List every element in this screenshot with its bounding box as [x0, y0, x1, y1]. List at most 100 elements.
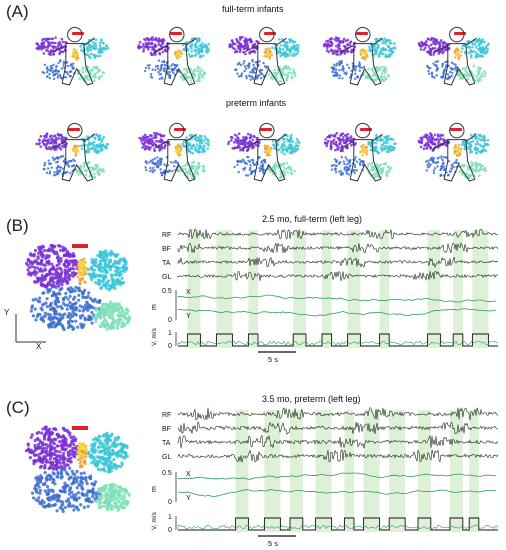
- point-cluster: [365, 161, 393, 179]
- position-axis-label: m: [151, 304, 158, 310]
- movement-band: [293, 230, 306, 348]
- velocity-trace: [178, 517, 498, 531]
- point-cluster: [424, 155, 460, 178]
- point-cluster: [368, 37, 397, 59]
- emg-channel-label: GL: [162, 274, 171, 281]
- point-cluster: [271, 133, 301, 156]
- full-term-infant-clouds: [35, 26, 490, 86]
- trace-label: Y: [186, 495, 191, 502]
- position-trace: [177, 294, 497, 303]
- tick-label: 0: [168, 499, 172, 506]
- trace-label: X: [186, 289, 191, 296]
- movement-band: [453, 230, 463, 348]
- movement-band: [347, 230, 361, 348]
- emg-channel-label: GL: [162, 454, 171, 461]
- point-cluster: [86, 431, 129, 474]
- emg-channel-label: TA: [162, 260, 171, 267]
- head-marker: [260, 128, 272, 131]
- emg-channel-label: RF: [162, 412, 171, 419]
- movement-band: [216, 230, 233, 348]
- axis-x-label: X: [36, 342, 42, 351]
- movement-band: [363, 410, 380, 532]
- point-cluster: [79, 133, 109, 155]
- movement-band: [344, 410, 354, 532]
- movement-band: [248, 230, 258, 348]
- emg-channel-label: BF: [162, 246, 171, 253]
- movement-band: [264, 410, 281, 532]
- point-cluster: [86, 249, 129, 292]
- infant-outline: [339, 122, 383, 182]
- movement-band: [315, 410, 332, 532]
- movement-band: [290, 410, 303, 532]
- head-marker: [450, 128, 462, 131]
- panel-b-traces: RF BF TA GL m 0.5 0 X Y V, m/s 1 0 5 s: [151, 228, 499, 364]
- point-cluster: [144, 156, 180, 177]
- infant-outline: [153, 26, 197, 86]
- tick-label: 0: [168, 343, 172, 350]
- point-cluster: [181, 36, 210, 59]
- panel-c-limb-cloud: [24, 425, 131, 514]
- head-marker: [72, 426, 88, 430]
- scalebar-label: 5 s: [268, 539, 278, 548]
- point-cluster: [360, 50, 369, 57]
- tick-label: 0: [168, 527, 172, 534]
- point-cluster: [178, 65, 207, 83]
- infant-outline: [153, 122, 197, 182]
- point-cluster: [94, 482, 131, 512]
- point-cluster: [175, 50, 182, 58]
- head-marker: [356, 32, 368, 35]
- point-cluster: [24, 425, 80, 472]
- panel-a-label: (A): [6, 2, 29, 21]
- emg-trace: [177, 256, 499, 268]
- infant-outline: [243, 26, 287, 86]
- position-trace: [177, 489, 497, 498]
- movement-band: [379, 230, 390, 348]
- emg-trace: [177, 448, 499, 463]
- head-marker: [264, 32, 276, 35]
- position-trace: [177, 472, 497, 480]
- point-cluster: [455, 146, 462, 154]
- movement-band: [427, 230, 441, 348]
- point-cluster: [77, 259, 88, 277]
- point-cluster: [75, 160, 105, 179]
- point-cluster: [330, 156, 366, 176]
- point-cluster: [93, 300, 131, 331]
- preterm-caption: preterm infants: [226, 98, 287, 108]
- point-cluster: [264, 50, 272, 58]
- head-marker: [72, 244, 88, 248]
- infant-outline: [51, 26, 95, 86]
- position-trace: [177, 308, 497, 317]
- position-axis-label: m: [151, 486, 158, 492]
- point-cluster: [143, 59, 181, 81]
- movement-band: [450, 410, 463, 532]
- trace-label: Y: [186, 313, 191, 320]
- point-cluster: [137, 36, 170, 57]
- velocity-axis-label: V, m/s: [151, 327, 158, 346]
- head-marker: [454, 32, 466, 35]
- point-cluster: [330, 59, 366, 81]
- movement-band: [235, 410, 249, 532]
- point-cluster: [454, 50, 461, 57]
- point-cluster: [76, 441, 88, 458]
- point-cluster: [30, 466, 103, 514]
- movement-band: [418, 410, 431, 532]
- tick-label: 0.5: [162, 288, 172, 295]
- tick-label: 0: [168, 317, 172, 324]
- movement-band: [187, 230, 201, 348]
- emg-trace: [177, 407, 499, 421]
- panel-b-xy-axes: [15, 314, 46, 343]
- tick-label: 1: [168, 514, 172, 521]
- emg-trace: [177, 271, 499, 282]
- point-cluster: [360, 147, 368, 154]
- head-marker: [360, 128, 372, 131]
- point-cluster: [271, 37, 300, 58]
- point-cluster: [461, 37, 490, 59]
- point-cluster: [362, 65, 391, 83]
- panel-b-limb-cloud: [24, 243, 131, 332]
- emg-channel-label: RF: [162, 232, 171, 239]
- infant-outline: [339, 26, 383, 86]
- preterm-infant-clouds: [35, 122, 490, 182]
- point-cluster: [35, 36, 68, 57]
- emg-trace: [177, 434, 499, 449]
- point-cluster: [181, 133, 210, 155]
